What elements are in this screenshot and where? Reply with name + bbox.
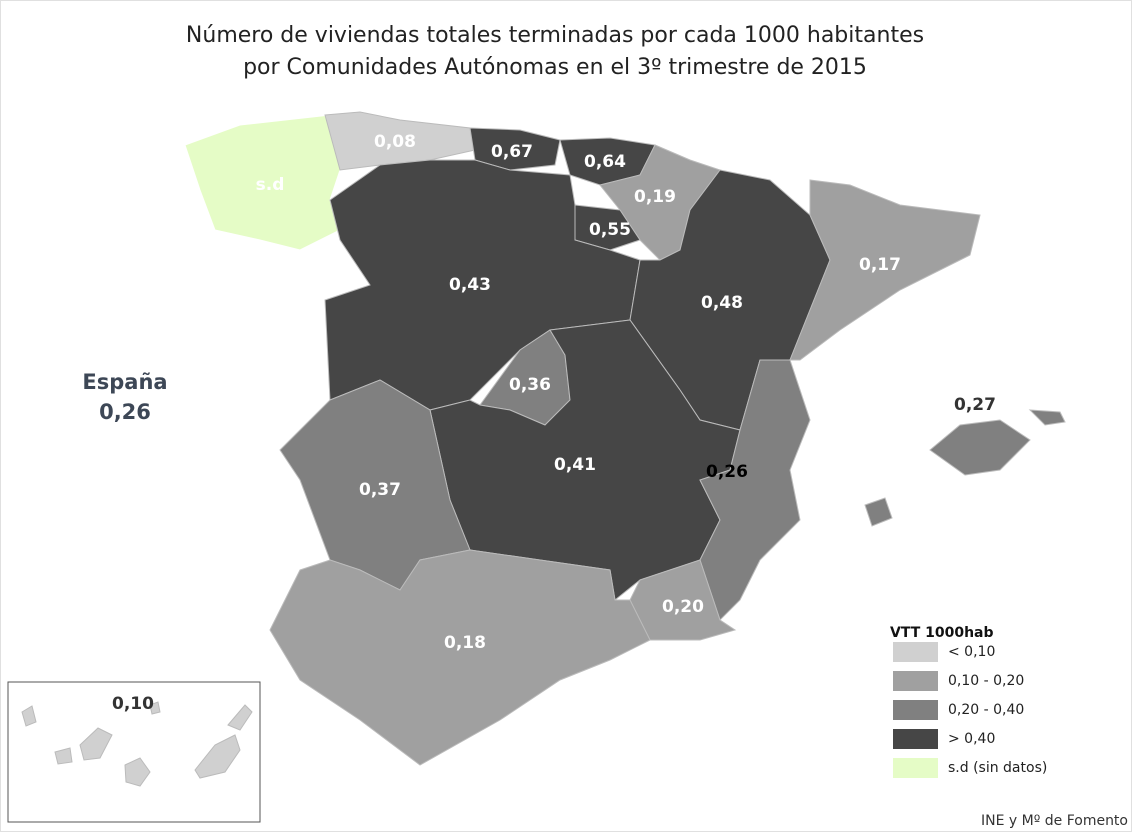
region	[864, 497, 893, 527]
summary-value: 0,26	[99, 400, 151, 424]
summary-name: España	[82, 370, 167, 394]
region-label: 0,27	[954, 395, 996, 415]
legend-swatch	[893, 671, 938, 691]
region	[149, 701, 161, 715]
region-label: 0,64	[584, 152, 626, 172]
region-label: 0,36	[509, 375, 551, 395]
region-label: 0,19	[634, 187, 676, 207]
region-label: 0,20	[662, 597, 704, 617]
region	[1028, 409, 1066, 426]
region-label: 0,43	[449, 275, 491, 295]
region-label: 0,55	[589, 220, 631, 240]
legend-label: 0,10 - 0,20	[948, 673, 1024, 689]
region-label: 0,48	[701, 293, 743, 313]
region-label: 0,26	[706, 462, 748, 482]
legend-label: < 0,10	[948, 644, 995, 660]
region-label: 0,37	[359, 480, 401, 500]
region	[227, 704, 253, 731]
region-label: s.d	[256, 175, 285, 195]
legend: < 0,10 0,10 - 0,20 0,20 - 0,40 > 0,40 s.d (s…	[893, 642, 1047, 778]
legend-label: s.d (sin datos)	[948, 760, 1047, 776]
region-label: 0,67	[491, 142, 533, 162]
legend-label: > 0,40	[948, 731, 995, 747]
region	[789, 179, 981, 361]
title-line: por Comunidades Autónomas en el 3º trime…	[243, 55, 867, 80]
legend-swatch	[893, 700, 938, 720]
legend-swatch	[893, 758, 938, 778]
region	[699, 359, 811, 621]
legend-swatch	[893, 729, 938, 749]
region	[79, 727, 113, 761]
region	[54, 747, 73, 765]
region	[124, 757, 151, 787]
regions	[21, 111, 1066, 787]
legend-swatch	[893, 642, 938, 662]
region	[21, 705, 37, 727]
region	[929, 419, 1031, 476]
region-label: 0,17	[859, 255, 901, 275]
region	[269, 549, 651, 766]
source: INE y Mº de Fomento	[981, 813, 1128, 829]
legend-label: 0,20 - 0,40	[948, 702, 1024, 718]
region-label: 0,18	[444, 633, 486, 653]
region-label: 0,10	[112, 694, 154, 714]
region-label: 0,41	[554, 455, 596, 475]
legend-title: VTT 1000hab	[890, 625, 994, 641]
region-label: 0,08	[374, 132, 416, 152]
region	[194, 734, 241, 779]
title-line: Número de viviendas totales terminadas p…	[186, 23, 924, 48]
labels: s.d 0,08 0,67 0,64 0,190,55 0,43 0,48 0,17 0,36 0…	[112, 132, 996, 714]
